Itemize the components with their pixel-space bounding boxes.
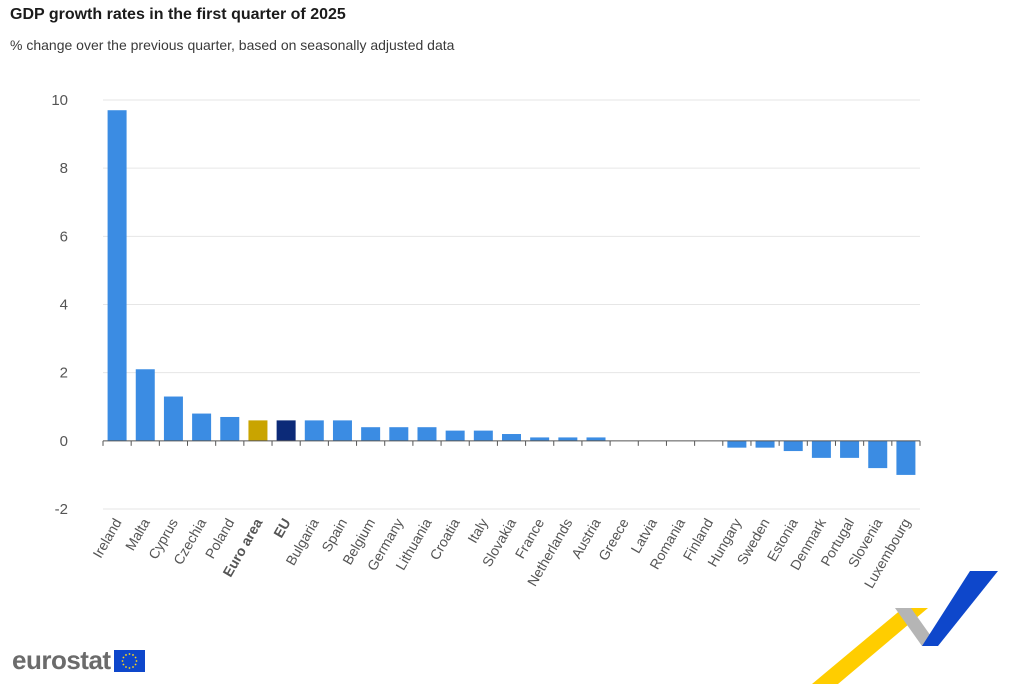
y-axis-tick-labels: -2 0 2 4 6 8 10 — [51, 92, 68, 518]
eu-flag-icon — [113, 649, 145, 672]
bar-eu[interactable] — [276, 420, 296, 441]
chart-subtitle: % change over the previous quarter, base… — [10, 37, 455, 53]
bar-croatia[interactable] — [445, 430, 465, 441]
bar-slovenia[interactable] — [868, 440, 888, 469]
bar-belgium[interactable] — [361, 427, 381, 441]
bar-austria[interactable] — [586, 437, 606, 441]
bar-spain[interactable] — [332, 420, 352, 441]
flag-star-icon — [131, 653, 134, 656]
bar-slovakia[interactable] — [502, 434, 521, 441]
bar-cyprus[interactable] — [163, 396, 183, 441]
bar-estonia[interactable] — [783, 440, 803, 452]
eurostat-logo-text: eurostat — [12, 645, 111, 675]
bar-portugal[interactable] — [840, 440, 860, 458]
bar-france[interactable] — [530, 437, 550, 441]
bar-poland[interactable] — [220, 416, 240, 441]
bar-malta[interactable] — [135, 369, 155, 441]
bar-czechia[interactable] — [192, 413, 212, 441]
eurostat-decoration — [812, 571, 998, 684]
flag-star-icon — [121, 659, 123, 662]
bar-euro-area[interactable] — [248, 420, 268, 441]
bar-sweden[interactable] — [755, 440, 775, 448]
bar-lithuania[interactable] — [417, 427, 437, 441]
y-tick-label: 10 — [51, 92, 68, 109]
bar-hungary[interactable] — [727, 440, 747, 448]
flag-star-icon — [134, 663, 137, 665]
y-tick-label: 6 — [60, 228, 68, 245]
y-tick-label: 2 — [60, 365, 68, 382]
bar-germany[interactable] — [389, 427, 409, 441]
y-tick-label: 8 — [60, 160, 68, 177]
flag-star-icon — [131, 665, 134, 668]
eurostat-logo[interactable]: eurostat — [12, 645, 145, 676]
bars — [107, 110, 916, 475]
flag-star-icon — [124, 653, 127, 656]
category-label-italy: Italy — [464, 516, 491, 546]
y-tick-label: -2 — [55, 501, 68, 518]
bar-luxembourg[interactable] — [896, 440, 916, 475]
bar-bulgaria[interactable] — [304, 420, 324, 441]
category-label-ireland: Ireland — [89, 516, 124, 561]
bar-denmark[interactable] — [811, 440, 831, 458]
x-axis-tick-marks — [102, 440, 921, 446]
y-tick-label: 4 — [60, 297, 68, 314]
chart-title: GDP growth rates in the first quarter of… — [10, 6, 346, 23]
decor-yellow-stripe — [812, 608, 928, 684]
flag-star-icon — [122, 663, 124, 665]
category-label-eu: EU — [270, 516, 294, 541]
bar-netherlands[interactable] — [558, 437, 578, 441]
flag-star-icon — [128, 666, 130, 669]
y-tick-label: 0 — [60, 433, 68, 450]
flag-star-icon — [135, 659, 137, 662]
decor-blue-stripe — [922, 571, 998, 646]
bar-italy[interactable] — [473, 430, 493, 441]
decor-grey-stripe — [895, 608, 938, 646]
flag-star-icon — [124, 665, 127, 668]
grid-lines — [103, 99, 920, 510]
flag-star-icon — [122, 656, 124, 658]
flag-star-icon — [134, 656, 137, 658]
flag-star-icon — [128, 652, 130, 655]
bar-ireland[interactable] — [107, 110, 127, 441]
